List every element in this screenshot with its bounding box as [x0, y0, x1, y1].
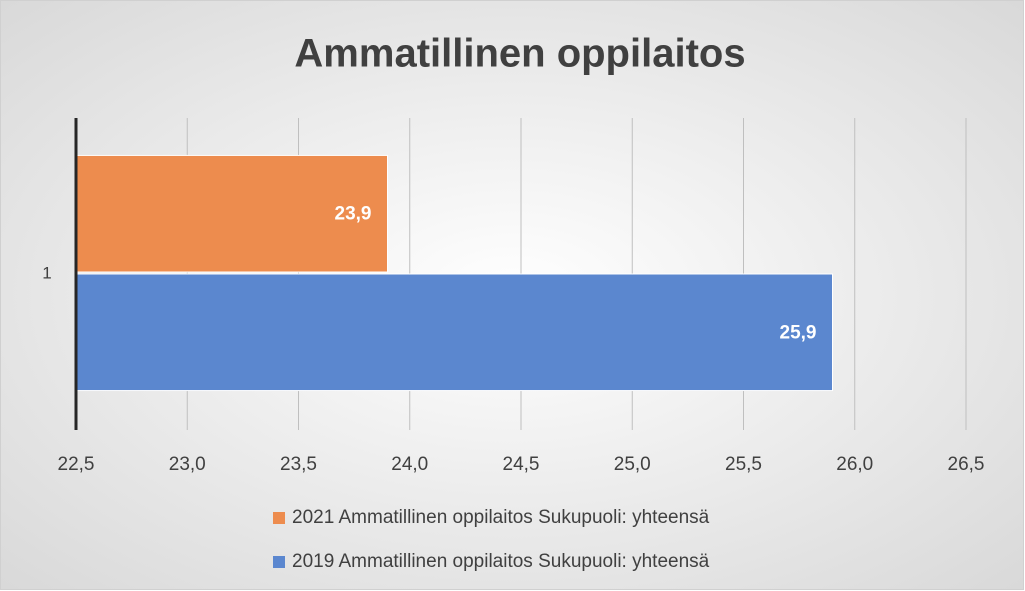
y-tick-label: 1: [42, 263, 51, 282]
data-label: 23,9: [335, 204, 372, 225]
bar: [75, 154, 388, 273]
bar: [75, 273, 833, 392]
x-tick-label: 22,5: [58, 454, 95, 475]
chart-title: Ammatillinen oppilaitos: [294, 32, 745, 76]
x-tick-label: 26,5: [948, 454, 985, 475]
x-tick-label: 25,5: [725, 454, 762, 475]
data-label: 25,9: [780, 322, 817, 343]
legend-label: 2021 Ammatillinen oppilaitos Sukupuoli: …: [292, 507, 710, 528]
legend-swatch: [273, 556, 285, 568]
x-tick-label: 25,0: [614, 454, 651, 475]
x-tick-label: 26,0: [836, 454, 873, 475]
x-tick-label: 24,5: [503, 454, 540, 475]
x-tick-label: 23,5: [280, 454, 317, 475]
legend-swatch: [273, 512, 285, 524]
x-tick-label: 23,0: [169, 454, 206, 475]
legend-label: 2019 Ammatillinen oppilaitos Sukupuoli: …: [292, 551, 710, 572]
x-tick-label: 24,0: [391, 454, 428, 475]
